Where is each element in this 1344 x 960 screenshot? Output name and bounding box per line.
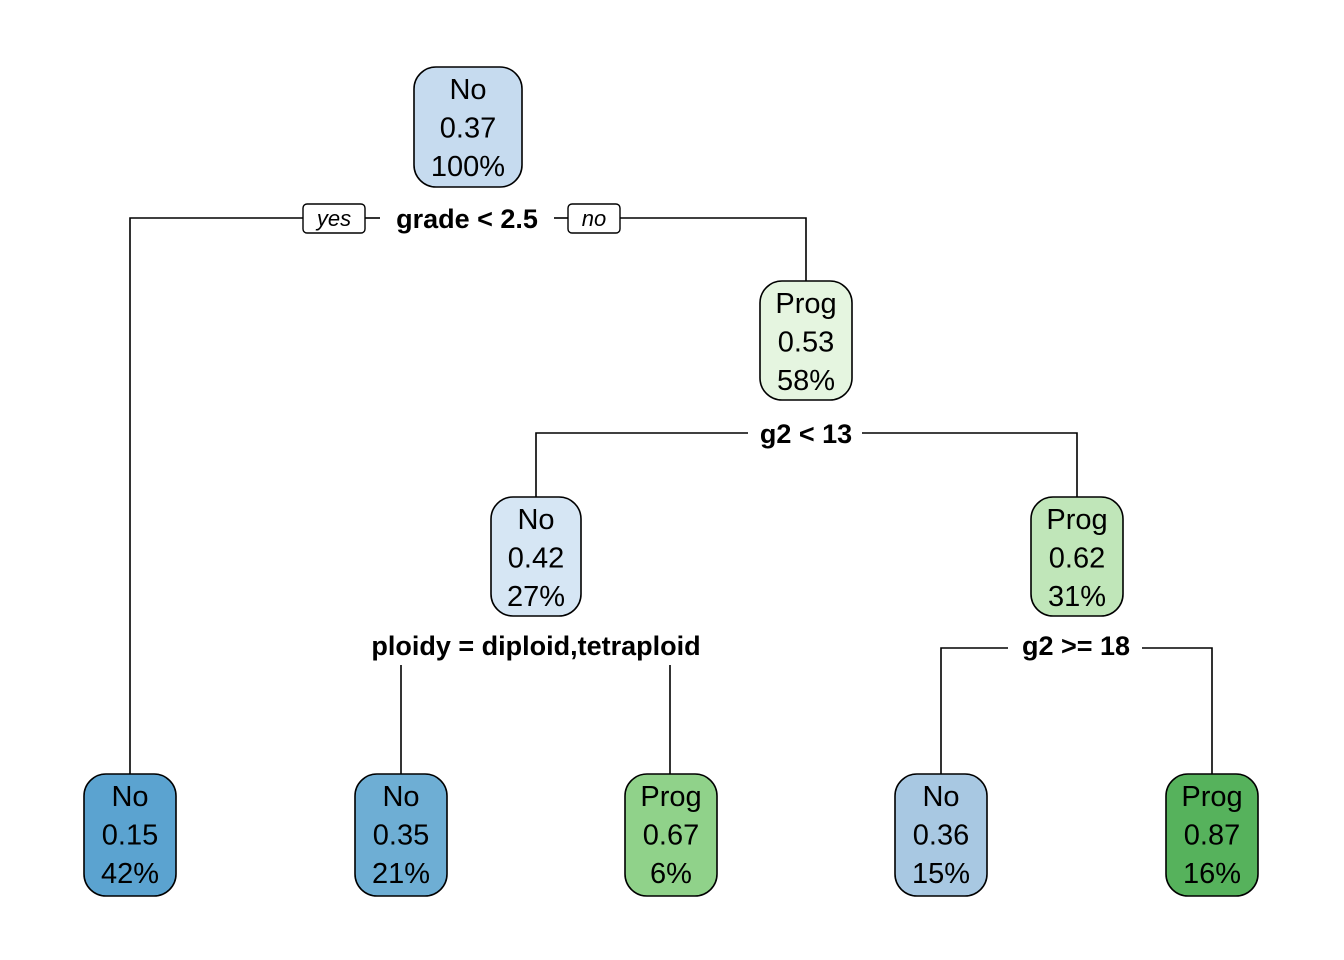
split-label-n4: ploidy = diploid,tetraploid	[371, 631, 700, 661]
node-probability: 0.87	[1184, 820, 1240, 852]
node-percentage: 58%	[777, 365, 835, 397]
node-probability: 0.42	[508, 543, 564, 575]
tree-nodes: No 0.37 100% Prog 0.53 58% No 0.42 27% Prog 0.62 31…	[83, 66, 1259, 897]
node-percentage: 27%	[507, 581, 565, 613]
node-class-label: Prog	[1181, 781, 1242, 813]
node-probability: 0.53	[778, 327, 834, 359]
node-box	[894, 773, 988, 897]
node-class-label: Prog	[775, 288, 836, 320]
node-box	[759, 280, 853, 401]
tree-node-n2: Prog 0.53 58%	[759, 280, 853, 401]
tree-node-n4: No 0.42 27%	[490, 496, 582, 617]
node-class-label: No	[449, 74, 486, 106]
node-box	[1165, 773, 1259, 897]
edge-n5-left	[940, 647, 1008, 780]
tree-node-root: No 0.37 100%	[413, 66, 523, 188]
split-label-n2: g2 < 13	[760, 419, 852, 449]
tree-node-leaf1: No 0.15 42%	[83, 773, 177, 897]
tree-node-leaf4: No 0.36 15%	[894, 773, 988, 897]
node-probability: 0.35	[373, 820, 429, 852]
node-class-label: No	[111, 781, 148, 813]
node-box	[83, 773, 177, 897]
tree-node-leaf5: Prog 0.87 16%	[1165, 773, 1259, 897]
node-class-label: Prog	[640, 781, 701, 813]
no-tag-box	[567, 203, 621, 234]
split-label-root: grade < 2.5	[396, 204, 538, 234]
tree-node-n5: Prog 0.62 31%	[1030, 496, 1124, 617]
edge-n5-right	[1142, 647, 1213, 780]
node-probability: 0.36	[913, 820, 969, 852]
node-class-label: Prog	[1046, 504, 1107, 536]
yes-tag-box	[302, 203, 366, 234]
node-class-label: No	[922, 781, 959, 813]
edge-root-right	[620, 217, 807, 282]
node-box	[413, 66, 523, 188]
node-box	[1030, 496, 1124, 617]
node-percentage: 31%	[1048, 581, 1106, 613]
node-class-label: No	[517, 504, 554, 536]
node-percentage: 6%	[650, 858, 692, 890]
split-labels: grade < 2.5 g2 < 13 ploidy = diploid,tet…	[371, 204, 1130, 661]
tree-node-leaf2: No 0.35 21%	[354, 773, 448, 897]
split-label-n5: g2 >= 18	[1022, 631, 1130, 661]
node-percentage: 42%	[101, 858, 159, 890]
edge-n2-right	[862, 432, 1078, 500]
node-box	[354, 773, 448, 897]
node-percentage: 16%	[1183, 858, 1241, 890]
node-probability: 0.62	[1049, 543, 1105, 575]
node-percentage: 21%	[372, 858, 430, 890]
edge-n2-left	[535, 432, 748, 500]
no-tag-label: no	[582, 206, 606, 231]
node-probability: 0.67	[643, 820, 699, 852]
node-box	[490, 496, 582, 617]
node-box	[624, 773, 718, 897]
tree-edges	[129, 217, 1213, 780]
node-probability: 0.37	[440, 113, 496, 145]
tree-node-leaf3: Prog 0.67 6%	[624, 773, 718, 897]
node-probability: 0.15	[102, 820, 158, 852]
branch-tags: yes no	[302, 203, 621, 234]
edge-root-left	[129, 217, 305, 780]
node-class-label: No	[382, 781, 419, 813]
yes-tag-label: yes	[315, 206, 351, 231]
node-percentage: 100%	[431, 151, 505, 183]
node-percentage: 15%	[912, 858, 970, 890]
